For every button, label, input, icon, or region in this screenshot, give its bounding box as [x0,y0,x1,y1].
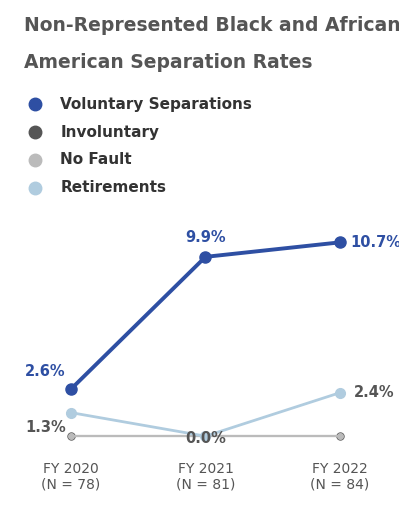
Text: 10.7%: 10.7% [351,235,399,250]
Text: 9.9%: 9.9% [185,230,226,245]
Text: Involuntary: Involuntary [60,125,159,140]
Text: Retirements: Retirements [60,180,166,195]
Text: Voluntary Separations: Voluntary Separations [60,97,252,112]
Text: 2.4%: 2.4% [354,385,394,400]
Text: 2.6%: 2.6% [25,364,65,379]
Text: American Separation Rates: American Separation Rates [24,52,312,71]
Text: 0.0%: 0.0% [185,431,226,446]
Text: 1.3%: 1.3% [25,420,65,435]
Text: No Fault: No Fault [60,152,132,167]
Text: Non-Represented Black and African: Non-Represented Black and African [24,16,399,35]
